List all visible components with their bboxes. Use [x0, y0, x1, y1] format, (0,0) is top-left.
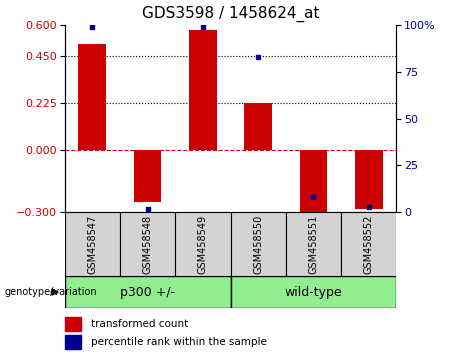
Bar: [65, 335, 81, 349]
Text: GSM458547: GSM458547: [87, 215, 97, 274]
Text: GSM458551: GSM458551: [308, 215, 319, 274]
Point: [365, 204, 372, 210]
Text: GSM458549: GSM458549: [198, 215, 208, 274]
Bar: [230, 276, 396, 308]
Text: GSM458548: GSM458548: [142, 215, 153, 274]
Text: p300 +/-: p300 +/-: [120, 286, 175, 298]
Text: GSM458550: GSM458550: [253, 215, 263, 274]
Text: percentile rank within the sample: percentile rank within the sample: [91, 337, 267, 347]
Bar: [65, 212, 120, 276]
Text: genotype/variation: genotype/variation: [5, 287, 97, 297]
Bar: [175, 212, 230, 276]
Point: [254, 54, 262, 59]
Point: [89, 24, 96, 29]
Bar: [78, 44, 106, 150]
Bar: [65, 276, 230, 308]
Bar: [286, 212, 341, 276]
Point: [199, 24, 207, 29]
Title: GDS3598 / 1458624_at: GDS3598 / 1458624_at: [142, 6, 319, 22]
Bar: [120, 212, 175, 276]
Point: [144, 206, 151, 211]
Bar: [65, 317, 81, 331]
Bar: [134, 150, 161, 202]
Bar: [244, 103, 272, 150]
Bar: [300, 150, 327, 215]
Bar: [189, 30, 217, 150]
Bar: [341, 212, 396, 276]
Bar: [355, 150, 383, 209]
Bar: [230, 212, 286, 276]
Point: [310, 195, 317, 200]
Text: transformed count: transformed count: [91, 319, 189, 329]
Text: wild-type: wild-type: [284, 286, 342, 298]
Text: GSM458552: GSM458552: [364, 215, 374, 274]
